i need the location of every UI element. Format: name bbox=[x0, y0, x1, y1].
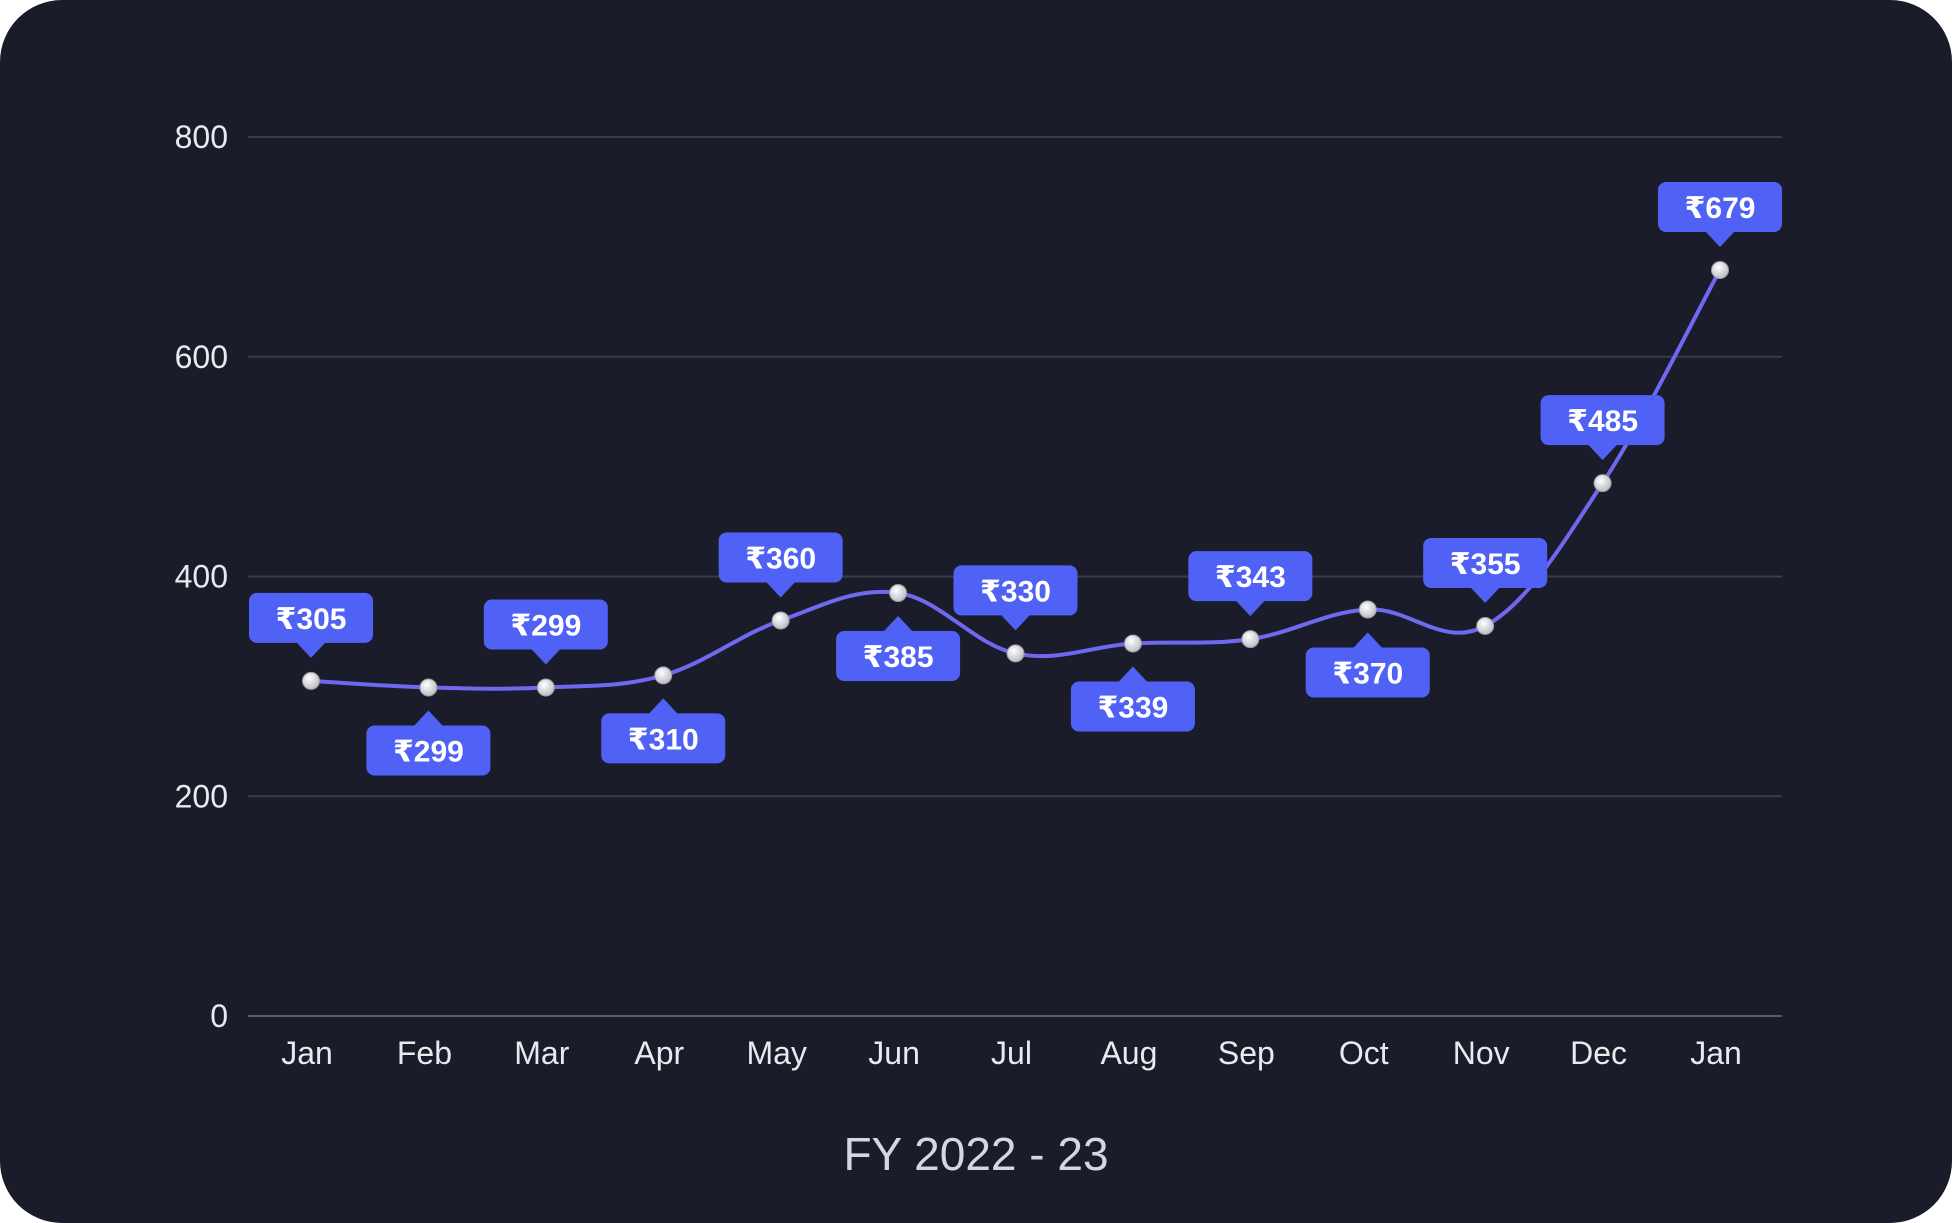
data-label-pointer bbox=[883, 615, 914, 632]
x-axis-ticks: Jan Feb Mar Apr May Jun Jul Aug Sep Oct Nov Dec Jan bbox=[281, 1035, 1742, 1071]
data-point bbox=[302, 671, 320, 690]
series-line-group bbox=[309, 267, 1722, 691]
series-line bbox=[309, 267, 1722, 691]
x-tick-label: Feb bbox=[397, 1035, 452, 1071]
y-axis-ticks: 0 200 400 600 800 bbox=[175, 119, 228, 1034]
data-points bbox=[302, 260, 1729, 697]
data-label-text: ₹370 bbox=[1332, 657, 1403, 690]
data-label: ₹355 bbox=[1423, 537, 1548, 603]
data-label-pointer bbox=[413, 710, 444, 727]
data-label-pointer bbox=[1470, 586, 1501, 603]
data-label: ₹339 bbox=[1070, 666, 1195, 732]
data-label-text: ₹299 bbox=[510, 609, 581, 642]
data-point bbox=[1593, 474, 1612, 493]
x-tick-label: May bbox=[746, 1035, 806, 1071]
data-label-box bbox=[1188, 551, 1313, 602]
data-label-text: ₹299 bbox=[393, 735, 464, 768]
data-point bbox=[1123, 634, 1142, 653]
data-label: ₹310 bbox=[601, 698, 726, 764]
x-tick-label: Mar bbox=[514, 1035, 569, 1071]
data-label: ₹299 bbox=[483, 599, 608, 665]
x-tick-label: Jan bbox=[281, 1035, 333, 1071]
data-point bbox=[419, 678, 438, 697]
data-label-text: ₹343 bbox=[1215, 561, 1286, 594]
x-tick-label: Sep bbox=[1218, 1035, 1275, 1071]
x-tick-label: Apr bbox=[634, 1035, 684, 1071]
data-label-pointer bbox=[530, 648, 561, 665]
data-label: ₹679 bbox=[1658, 181, 1782, 247]
data-label-text: ₹330 bbox=[980, 575, 1051, 608]
data-label-pointer bbox=[765, 581, 796, 598]
data-label: ₹360 bbox=[718, 532, 843, 598]
data-label: ₹385 bbox=[836, 615, 961, 681]
data-label: ₹330 bbox=[953, 565, 1078, 631]
data-point bbox=[889, 583, 908, 602]
x-axis-caption: FY 2022 - 23 bbox=[843, 1128, 1108, 1180]
data-label-box bbox=[1423, 537, 1548, 588]
data-label-pointer bbox=[296, 641, 326, 658]
data-label-box bbox=[1305, 647, 1430, 698]
data-point bbox=[1476, 616, 1495, 635]
data-label-pointer bbox=[1235, 600, 1266, 617]
data-label: ₹305 bbox=[249, 592, 373, 658]
y-tick-label: 0 bbox=[210, 998, 228, 1034]
data-label-pointer bbox=[648, 698, 679, 715]
data-label-box bbox=[1540, 395, 1665, 446]
x-tick-label: Oct bbox=[1339, 1035, 1389, 1071]
x-tick-label: Jul bbox=[991, 1035, 1032, 1071]
data-label-pointer bbox=[1587, 444, 1618, 461]
data-label-box bbox=[836, 630, 961, 681]
data-label-box bbox=[366, 725, 491, 776]
x-tick-label: Jun bbox=[868, 1035, 920, 1071]
data-label-box bbox=[1070, 681, 1195, 732]
data-label-text: ₹485 bbox=[1567, 405, 1638, 438]
data-point bbox=[1241, 630, 1260, 649]
data-label-text: ₹305 bbox=[276, 603, 347, 636]
data-point bbox=[1358, 600, 1377, 619]
data-label-box bbox=[718, 532, 843, 583]
data-label-pointer bbox=[1117, 666, 1148, 683]
x-tick-label: Dec bbox=[1570, 1035, 1627, 1071]
data-label: ₹343 bbox=[1188, 551, 1313, 617]
x-tick-label: Aug bbox=[1100, 1035, 1157, 1071]
y-tick-label: 800 bbox=[175, 119, 228, 155]
data-label-box bbox=[953, 565, 1078, 616]
data-label-text: ₹339 bbox=[1097, 692, 1168, 725]
x-tick-label: Nov bbox=[1453, 1035, 1510, 1071]
data-point bbox=[1711, 260, 1729, 279]
data-label-text: ₹385 bbox=[863, 641, 934, 674]
data-label: ₹485 bbox=[1540, 395, 1665, 461]
data-label-text: ₹355 bbox=[1450, 548, 1521, 581]
data-point bbox=[1006, 644, 1025, 663]
data-point bbox=[536, 678, 555, 697]
y-tick-label: 200 bbox=[175, 778, 228, 814]
data-label-text: ₹310 bbox=[628, 723, 699, 756]
y-tick-label: 600 bbox=[175, 339, 228, 375]
data-label-box bbox=[1658, 181, 1782, 232]
data-label-pointer bbox=[1705, 230, 1735, 247]
data-label-text: ₹360 bbox=[745, 542, 816, 575]
data-label: ₹299 bbox=[366, 710, 491, 776]
data-label-box bbox=[601, 713, 726, 764]
data-labels: ₹305 ₹299 ₹299 ₹310 ₹360 ₹385 ₹330 ₹339 ₹343 ₹370… bbox=[249, 181, 1782, 776]
data-label: ₹370 bbox=[1305, 632, 1430, 698]
data-label-pointer bbox=[1352, 632, 1383, 649]
x-tick-label: Jan bbox=[1690, 1035, 1742, 1071]
data-label-box bbox=[249, 592, 373, 643]
data-label-text: ₹679 bbox=[1685, 192, 1756, 225]
data-label-pointer bbox=[1000, 614, 1031, 631]
y-tick-label: 400 bbox=[175, 559, 228, 595]
data-point bbox=[771, 611, 790, 630]
data-point bbox=[654, 666, 673, 685]
data-label-box bbox=[483, 599, 608, 650]
